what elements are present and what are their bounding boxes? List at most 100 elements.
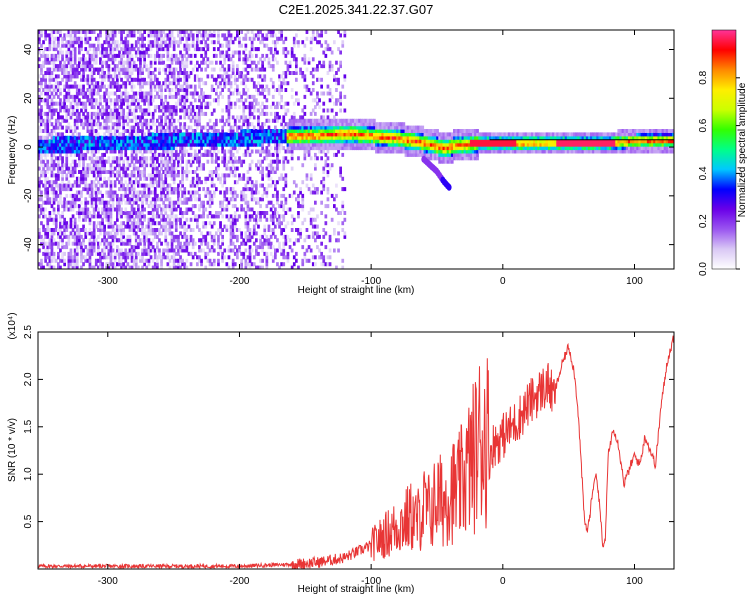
spectrogram-cell (280, 228, 283, 232)
spectrogram-cell (82, 64, 85, 69)
spectrogram-cell (212, 88, 216, 92)
spectrogram-cell (267, 60, 271, 65)
spectrogram-cell (63, 64, 66, 69)
spectrogram-cell (143, 170, 146, 174)
spectrogram-cell (172, 170, 176, 174)
spectrogram-cell (109, 258, 113, 263)
spectrogram-cell (48, 200, 52, 205)
spectrogram-cell (147, 108, 151, 113)
spectrogram-cell (238, 156, 241, 161)
spectrogram-cell (153, 40, 157, 45)
spectrogram-cell (276, 101, 279, 106)
spectrogram-cell (57, 81, 60, 86)
spectrogram-cell (261, 245, 264, 250)
spectrogram-cell (225, 71, 229, 75)
spectrogram-cell (242, 197, 246, 202)
spectrogram-cell (282, 217, 286, 222)
spectrogram-cell (185, 163, 189, 168)
spectrogram-cell (160, 183, 163, 188)
spectrogram-cell (303, 118, 307, 123)
spectrogram-cell (118, 207, 121, 212)
spectrogram-cell (80, 74, 83, 79)
spectrogram-cell (92, 221, 96, 226)
spectrogram-cell (88, 187, 92, 192)
spectrogram-cell (290, 228, 294, 232)
spectrogram-cell (141, 197, 144, 202)
spectrogram-cell (151, 98, 155, 103)
spectrogram-cell (61, 183, 64, 188)
spectrogram-cell (193, 135, 197, 140)
spectrogram-cell (259, 265, 262, 269)
spectrogram-cell (92, 224, 96, 229)
spectrogram-cell (288, 146, 292, 151)
spectrogram-cell (73, 94, 77, 99)
spectrogram-cell (271, 152, 275, 157)
spectrogram-cell (124, 142, 128, 147)
spectrogram-cell (52, 149, 56, 154)
spectrogram-cell (59, 125, 62, 130)
spectrogram-cell (78, 43, 81, 48)
spectrogram-cell (147, 248, 151, 253)
spectrogram-cell (278, 142, 281, 147)
spectrogram-cell (240, 163, 243, 168)
spectrogram-cell (103, 245, 106, 250)
spectrogram-cell (153, 262, 157, 267)
spectrogram-cell (282, 214, 286, 219)
spectrogram-cell (69, 207, 73, 212)
spectrogram-cell (257, 190, 260, 195)
spectrogram-cell (162, 132, 165, 137)
spectrogram-cell (244, 57, 248, 62)
spectrogram-cell (99, 258, 102, 263)
spectrogram-cell (50, 142, 54, 147)
spectrogram-cell (177, 142, 180, 147)
spectrogram-cell (221, 43, 224, 48)
spectrogram-cell (271, 53, 275, 58)
spectrogram-cell (174, 166, 178, 171)
spectrogram-cell (128, 214, 132, 219)
spectrogram-cell (139, 228, 142, 232)
spectrogram-cell (206, 129, 210, 133)
spectrogram-cell (120, 47, 123, 52)
spectrogram-cell (86, 214, 90, 219)
spectrogram-cell (162, 214, 165, 219)
spectrogram-cell (145, 200, 149, 205)
spectrogram-cell (271, 81, 275, 86)
spectrogram-cell (118, 111, 121, 116)
spectrogram-cell (200, 132, 203, 137)
spectrogram-cell (57, 166, 60, 171)
spectrogram-cell (156, 53, 159, 58)
spectrogram-cell (124, 152, 128, 157)
spectrogram-cell (86, 40, 90, 45)
spectrogram-cell (141, 200, 144, 205)
spectrogram-cell (130, 224, 134, 229)
spectrogram-cell (231, 193, 235, 198)
spectrogram-cell (261, 129, 264, 133)
spectrogram-cell (265, 251, 269, 256)
spectrogram-cell (290, 88, 294, 92)
spectrogram-cell (198, 111, 201, 116)
spectrogram-cell (44, 149, 47, 154)
spectrogram-cell (126, 50, 130, 55)
spectrogram-cell (84, 255, 88, 260)
spectrogram-cell (97, 187, 100, 192)
spectrogram-cell (301, 57, 305, 62)
spectrogram-cell (88, 36, 92, 41)
spectrogram-cell (109, 183, 113, 188)
spectrogram-cell (134, 221, 138, 226)
spectrogram-cell (174, 135, 178, 140)
spectrogram-cell (193, 132, 197, 137)
spectrogram-cell (286, 108, 290, 113)
spectrogram-cell (105, 142, 109, 147)
spectrogram-cell (97, 88, 100, 92)
spectrogram-cell (229, 166, 233, 171)
spectrogram-cell (82, 176, 85, 181)
spectrogram-cell (242, 50, 246, 55)
spectrogram-cell (128, 33, 132, 38)
spectrogram-cell (48, 258, 52, 263)
spectrogram-cell (170, 115, 174, 120)
spectrogram-cell (244, 149, 248, 154)
spectrogram-cell (219, 176, 222, 181)
spectrogram-cell (67, 43, 71, 48)
spectrogram-cell (265, 238, 269, 243)
spectrogram-cell (80, 241, 83, 246)
